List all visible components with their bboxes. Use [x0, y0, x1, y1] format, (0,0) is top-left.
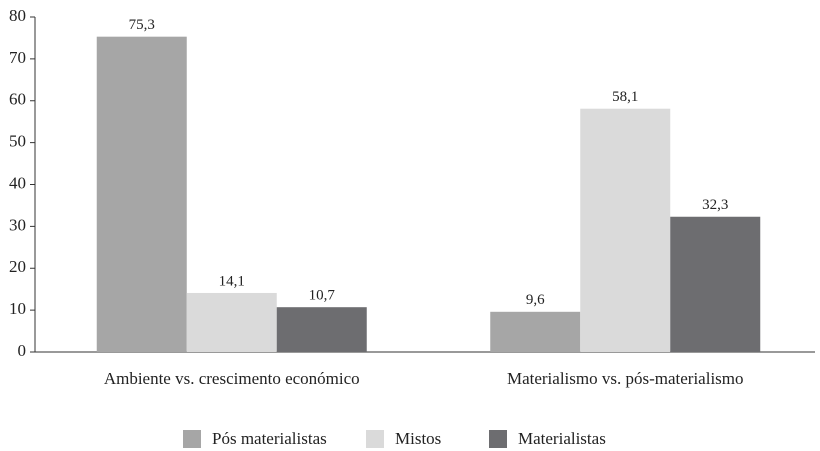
legend-label: Mistos — [395, 429, 441, 448]
value-label: 14,1 — [219, 273, 245, 289]
legend-swatch — [366, 430, 384, 448]
bar — [670, 216, 761, 352]
bar — [186, 292, 277, 352]
y-tick-label: 10 — [9, 299, 26, 318]
x-tick-label: Materialismo vs. pós-materialismo — [507, 369, 744, 388]
bar — [96, 36, 187, 353]
y-tick-label: 70 — [9, 48, 26, 67]
y-tick-label: 80 — [9, 6, 26, 25]
legend-label: Pós materialistas — [212, 429, 327, 448]
value-label: 58,1 — [612, 89, 638, 105]
y-tick-label: 50 — [9, 132, 26, 151]
value-label: 32,3 — [702, 197, 728, 213]
value-label: 75,3 — [129, 17, 155, 33]
value-label: 9,6 — [526, 292, 545, 308]
y-tick-label: 0 — [18, 341, 27, 360]
x-tick-label: Ambiente vs. crescimento económico — [104, 369, 360, 388]
bar — [276, 307, 367, 352]
bar — [490, 311, 581, 352]
y-tick-label: 40 — [9, 173, 26, 192]
y-tick-label: 60 — [9, 90, 26, 109]
bar — [580, 108, 671, 352]
legend-label: Materialistas — [518, 429, 606, 448]
legend-swatch — [489, 430, 507, 448]
legend-swatch — [183, 430, 201, 448]
value-label: 10,7 — [309, 288, 336, 304]
y-tick-label: 30 — [9, 215, 26, 234]
y-tick-label: 20 — [9, 257, 26, 276]
